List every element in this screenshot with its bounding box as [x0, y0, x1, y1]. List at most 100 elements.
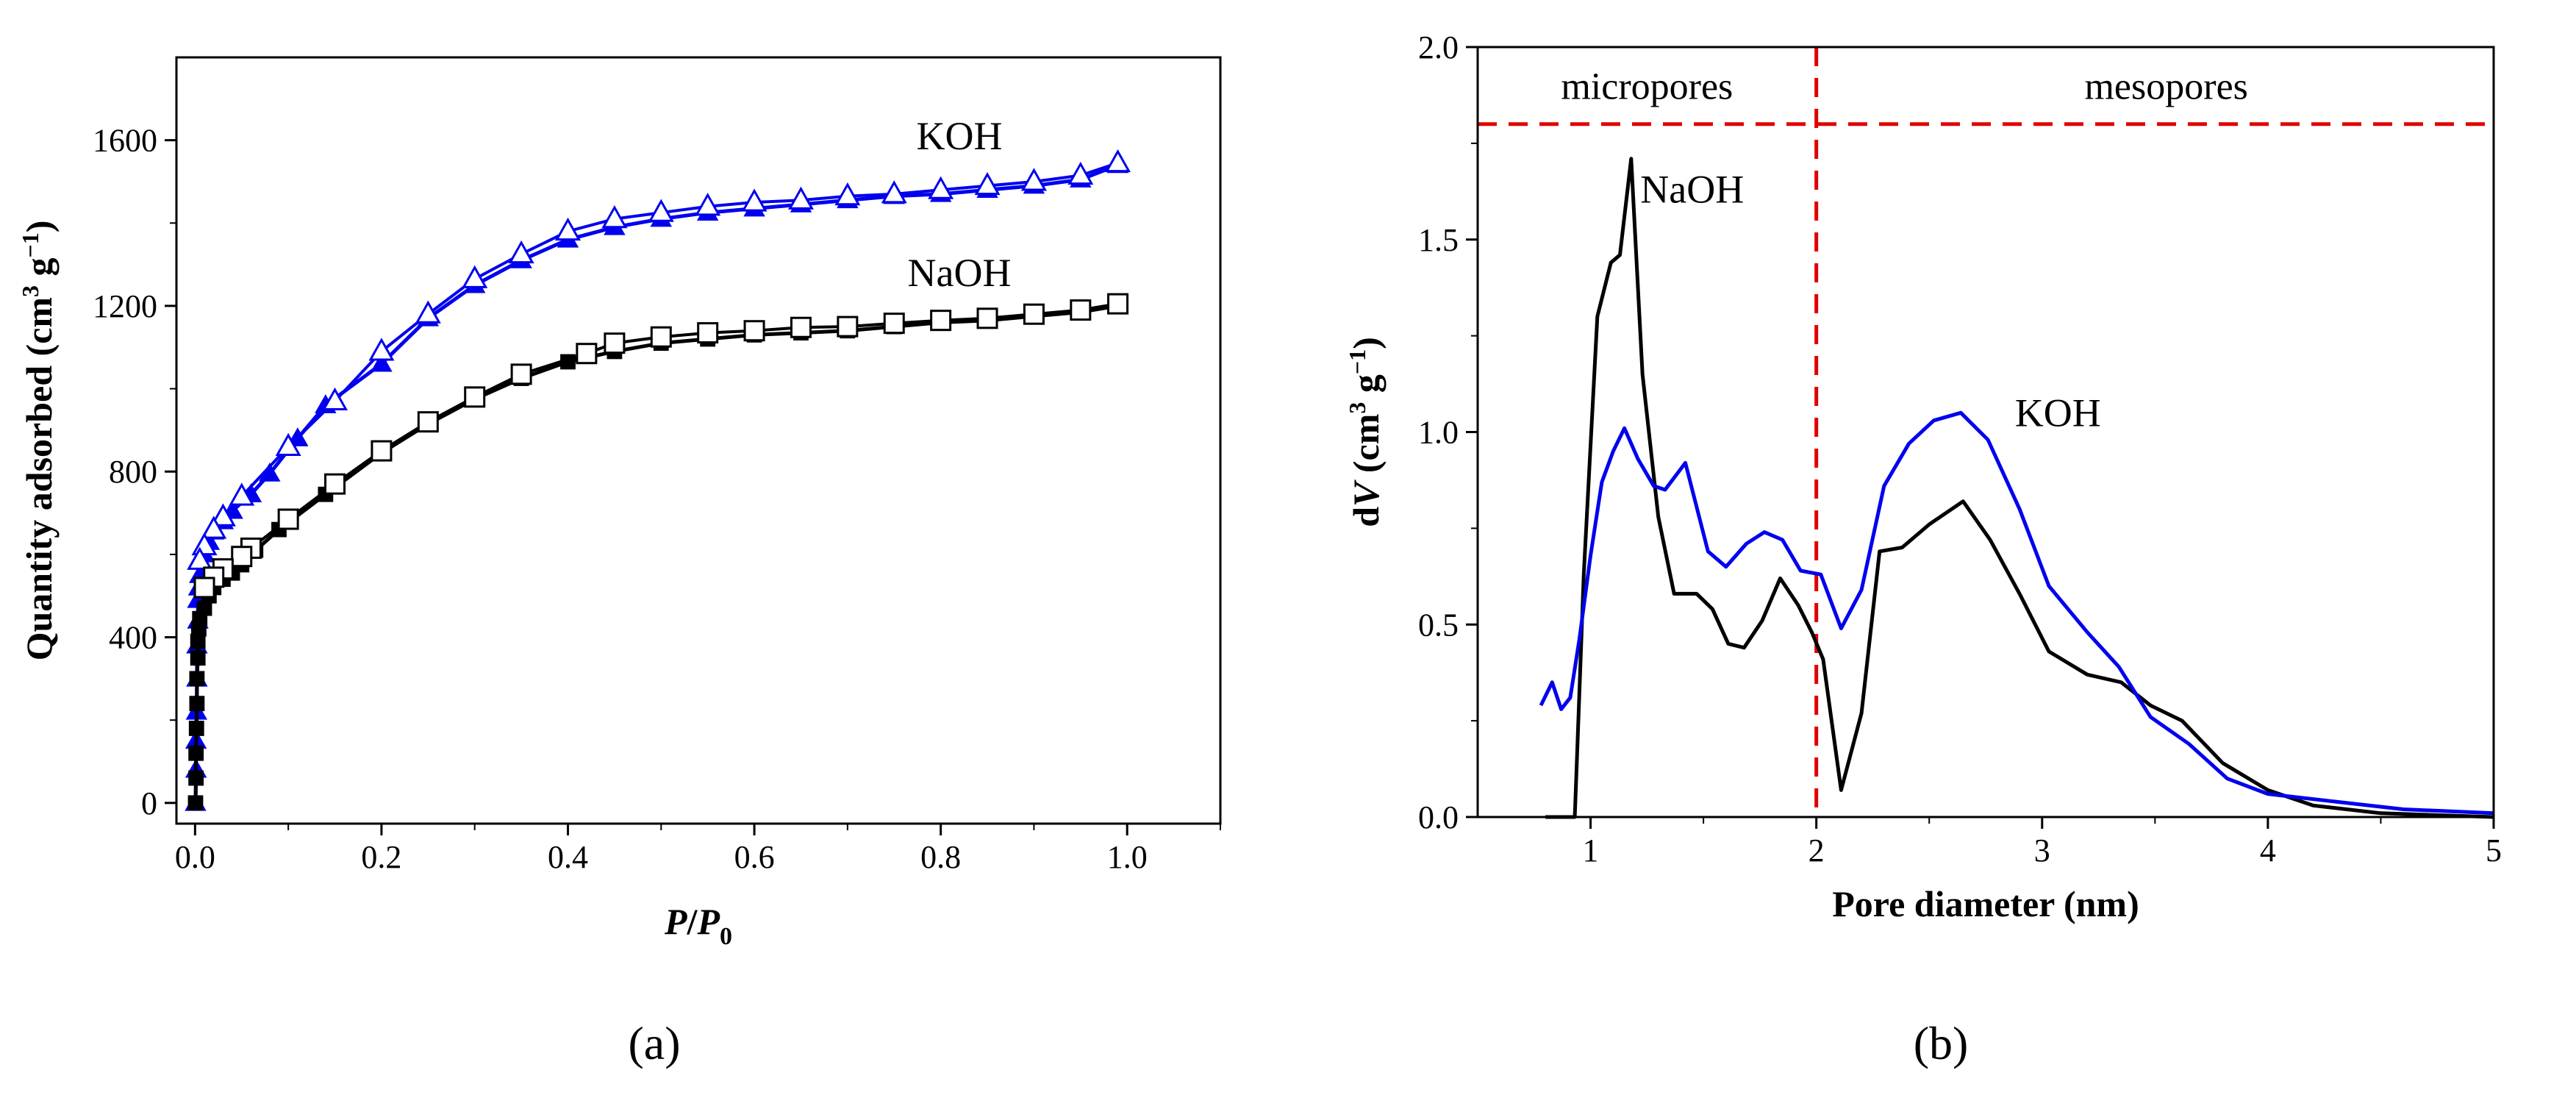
series-naoh-desorption-point: [1107, 293, 1129, 315]
series-naoh-adsorption-point: [196, 600, 212, 616]
series-koh-desorption-point: [974, 171, 1001, 196]
panel-a-x-tick-label: 0.0: [175, 839, 215, 875]
series-koh-adsorption-point: [371, 352, 393, 372]
series-koh-desorption-point: [834, 182, 861, 206]
series-koh-desorption-point: [1020, 168, 1047, 191]
series-koh-desorption-point: [554, 217, 582, 241]
series-naoh-desorption-point: [464, 386, 486, 408]
panel-a-isotherm-chart: 0.0 0.2 0.4 0.6 0.8 1.0 0 400 800 1200 1600 KOH NaO…: [17, 56, 1222, 1069]
panel-a-xlabel-p: P: [664, 901, 687, 942]
series-koh-desorption-point: [508, 240, 534, 264]
series-koh-desorption-point: [462, 265, 488, 288]
series-naoh-desorption-point: [324, 473, 346, 495]
series-koh-psd: KOH: [1539, 390, 2494, 816]
series-naoh-adsorption-point: [190, 650, 206, 666]
series-naoh-psd-label: NaOH: [1640, 168, 1744, 212]
series-naoh-desorption-point: [883, 313, 905, 335]
panel-a-x-tick-label: 0.6: [734, 839, 775, 875]
series-koh-desorption-point: [928, 176, 954, 199]
series-koh-desorption-point: [601, 204, 628, 229]
series-naoh-desorption-point: [837, 315, 859, 338]
panel-a-ylabel-main: Quantity adsorbed (cm: [18, 297, 60, 660]
series-naoh-desorption-point: [1023, 303, 1045, 325]
series-naoh-desorption-point: [510, 363, 532, 385]
panel-a-y-axis-label: Quantity adsorbed (cm3 g−1): [17, 221, 60, 661]
panel-a-label: (a): [628, 1017, 680, 1069]
panel-b-x-tick-label: 4: [2260, 832, 2276, 868]
panel-b-y-tick-label: 1.5: [1418, 222, 1459, 258]
panel-b-label: (b): [1914, 1017, 1969, 1069]
panel-b-region-mesopores: mesopores: [2084, 65, 2247, 107]
panel-a-y-tick-label: 0: [141, 785, 157, 821]
series-naoh-adsorption-point: [189, 696, 205, 712]
series-naoh-desorption-point: [976, 307, 998, 329]
series-naoh-desorption-point: [417, 411, 439, 433]
panel-a-y-tick-label: 1200: [93, 288, 157, 324]
series-naoh-desorption-point: [576, 343, 598, 365]
series-naoh-desorption-point: [930, 310, 952, 332]
panel-a-ticks: 0.0 0.2 0.4 0.6 0.8 1.0 0 400 800 1200 1600: [93, 123, 1221, 875]
panel-b-y-tick-label: 2.0: [1418, 29, 1459, 65]
series-koh-desorption-point: [648, 199, 674, 222]
series-koh-desorption-point: [695, 193, 721, 216]
panel-b-y-tick-label: 0.5: [1418, 607, 1459, 643]
series-koh-desorption-point: [201, 516, 227, 539]
panel-a-ylabel-mid: g: [18, 257, 60, 285]
panel-a-x-axis-label: P/P0: [664, 901, 732, 950]
series-koh-adsorption-point: [259, 463, 281, 482]
panel-b-axes-frame: [1476, 46, 2495, 818]
series-koh-psd-line: [1539, 410, 2494, 816]
panel-a-ylabel-close: ): [18, 221, 60, 233]
series-koh-psd-label: KOH: [2015, 390, 2101, 435]
series-koh-desorption-point: [1105, 149, 1131, 173]
panel-b-ylabel-d: d: [1345, 507, 1387, 527]
series-koh-desorption-point: [368, 338, 395, 361]
series-naoh-adsorption-point: [189, 671, 205, 687]
series-koh-desorption-point: [210, 503, 236, 527]
series-naoh-adsorption-point: [560, 354, 576, 370]
panel-b-ticks: 1 2 3 4 5 0.0 0.5 1.0 1.5 2.0: [1418, 29, 2502, 868]
panel-a-xlabel-subscript: 0: [720, 923, 732, 950]
series-koh-desorption-point: [1067, 161, 1094, 185]
panel-b-y-tick-label: 1.0: [1418, 415, 1459, 451]
series-naoh-desorption-point: [697, 322, 719, 344]
series-koh-desorption-point: [229, 482, 255, 506]
panel-b-pore-distribution-chart: 1 2 3 4 5 0.0 0.5 1.0 1.5 2.0 micropores mesopores…: [1344, 29, 2502, 1069]
series-koh: KOH: [185, 114, 1131, 811]
panel-b-x-axis-label: Pore diameter (nm): [1832, 883, 2139, 924]
panel-b-ylabel-sup3: 3: [1344, 402, 1370, 414]
panel-b-x-tick-label: 2: [1808, 832, 1825, 868]
series-naoh-desorption-point: [277, 508, 299, 530]
panel-b-region-micropores: micropores: [1561, 65, 1733, 107]
series-naoh: NaOH: [187, 251, 1129, 811]
series-naoh-label: NaOH: [908, 251, 1012, 295]
series-naoh-desorption-point: [193, 577, 215, 599]
series-naoh-psd: NaOH: [1545, 157, 2494, 819]
panel-b-ylabel-rest: (cm: [1345, 414, 1387, 482]
series-naoh-adsorption-line: [193, 304, 1118, 803]
series-koh-label: KOH: [917, 114, 1003, 158]
series-naoh-desorption-point: [231, 546, 253, 568]
series-naoh-adsorption-point: [187, 795, 204, 811]
panel-a-y-tick-label: 800: [109, 454, 157, 490]
panel-a-x-tick-label: 0.2: [361, 839, 401, 875]
series-koh-desorption-point: [187, 546, 213, 570]
series-koh-desorption-point: [881, 180, 907, 204]
panel-b-ylabel-supneg: −1: [1344, 349, 1370, 374]
series-naoh-adsorption-point: [190, 633, 206, 649]
panel-b-series: NaOH KOH: [1539, 157, 2494, 819]
panel-b-y-tick-label: 0.0: [1418, 799, 1459, 835]
panel-a-ylabel-sup3: 3: [17, 285, 43, 297]
panel-b-ylabel-close: ): [1345, 337, 1387, 349]
panel-a-xlabel-p0: P: [696, 901, 720, 942]
series-naoh-desorption-point: [790, 316, 812, 338]
panel-b-reference-lines: micropores mesopores: [1478, 47, 2494, 817]
panel-a-x-tick-label: 0.8: [920, 839, 961, 875]
panel-b-ylabel-v: V: [1345, 479, 1387, 507]
panel-a-x-tick-label: 1.0: [1107, 839, 1148, 875]
series-naoh-desorption-point: [743, 320, 765, 342]
panel-a-axes-frame: [175, 56, 1222, 825]
panel-b-ylabel-mid: g: [1345, 374, 1387, 402]
series-naoh-adsorption-point: [188, 745, 204, 761]
